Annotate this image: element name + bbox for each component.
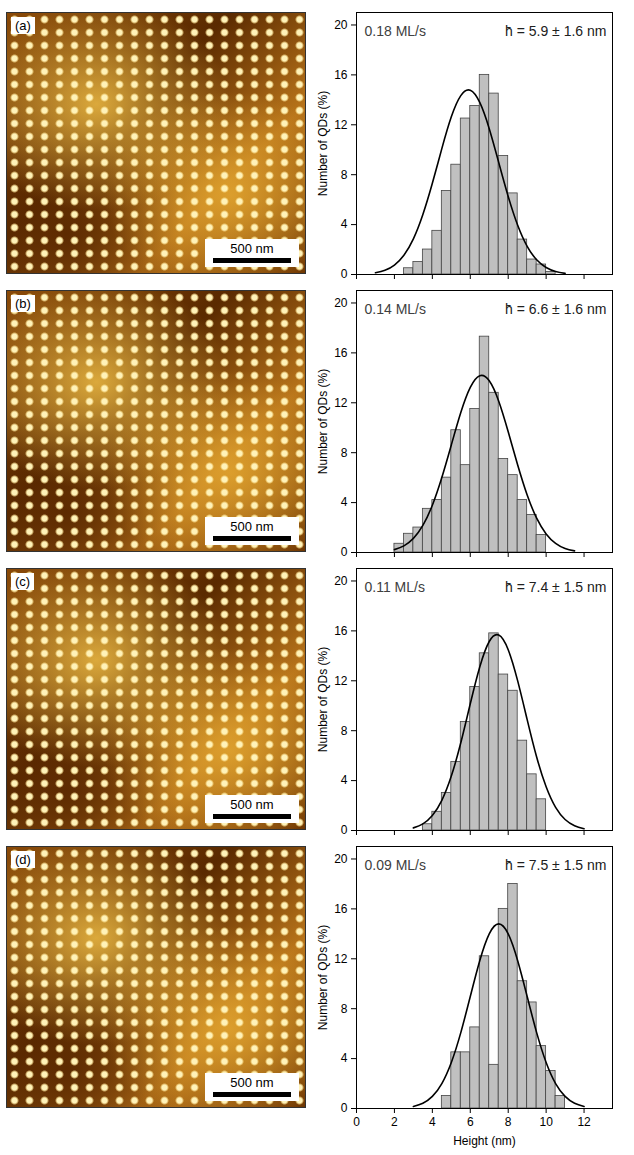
svg-text:Number of QDs (%): Number of QDs (%) (316, 369, 330, 474)
svg-text:0.18 ML/s: 0.18 ML/s (365, 23, 426, 39)
svg-text:4: 4 (341, 495, 348, 509)
svg-text:8: 8 (341, 1002, 348, 1016)
svg-text:0.09 ML/s: 0.09 ML/s (365, 857, 426, 873)
html-text:(c): (c) (15, 574, 31, 589)
svg-text:20: 20 (334, 296, 348, 310)
svg-text:12: 12 (334, 952, 348, 966)
svg-text:Number of QDs (%): Number of QDs (%) (316, 925, 330, 1030)
svg-text:0: 0 (341, 823, 348, 837)
svg-text:8: 8 (341, 724, 348, 738)
svg-text:0.11 ML/s: 0.11 ML/s (365, 579, 425, 595)
svg-text:2: 2 (391, 1115, 398, 1129)
html-text:(d): (d) (15, 852, 31, 867)
svg-text:12: 12 (334, 396, 348, 410)
html-text:(a): (a) (15, 18, 31, 33)
svg-text:16: 16 (334, 902, 348, 916)
svg-text:Height (nm): Height (nm) (453, 1134, 516, 1148)
svg-text:0: 0 (341, 545, 348, 559)
html-text:500 nm: 500 nm (230, 797, 274, 812)
svg-text:Number of QDs (%): Number of QDs (%) (316, 647, 330, 752)
svg-text:12: 12 (334, 674, 348, 688)
svg-text:8: 8 (341, 446, 348, 460)
svg-text:20: 20 (334, 18, 348, 32)
svg-text:0: 0 (341, 267, 348, 281)
svg-text:4: 4 (341, 773, 348, 787)
svg-text:16: 16 (334, 68, 348, 82)
svg-text:4: 4 (429, 1115, 436, 1129)
html-text:500 nm: 500 nm (230, 1075, 274, 1090)
svg-text:10: 10 (539, 1115, 553, 1129)
svg-text:8: 8 (341, 168, 348, 182)
svg-text:4: 4 (341, 217, 348, 231)
svg-text:h̄ = 7.4 ± 1.5 nm: h̄ = 7.4 ± 1.5 nm (505, 579, 606, 595)
svg-text:0: 0 (353, 1115, 360, 1129)
svg-text:0: 0 (341, 1101, 348, 1115)
svg-text:16: 16 (334, 346, 348, 360)
svg-text:h̄ = 5.9 ± 1.6 nm: h̄ = 5.9 ± 1.6 nm (505, 23, 606, 39)
svg-text:16: 16 (334, 624, 348, 638)
svg-text:20: 20 (334, 852, 348, 866)
svg-text:12: 12 (577, 1115, 591, 1129)
svg-text:Number of QDs (%): Number of QDs (%) (316, 91, 330, 196)
svg-text:8: 8 (505, 1115, 512, 1129)
html-text:(b): (b) (15, 296, 31, 311)
svg-text:0.14 ML/s: 0.14 ML/s (365, 301, 426, 317)
svg-text:12: 12 (334, 118, 348, 132)
html-text:500 nm: 500 nm (230, 241, 274, 256)
svg-text:h̄ = 6.6 ± 1.6 nm: h̄ = 6.6 ± 1.6 nm (505, 301, 606, 317)
html-text:500 nm: 500 nm (230, 519, 274, 534)
svg-text:6: 6 (467, 1115, 474, 1129)
svg-text:h̄ = 7.5 ± 1.5 nm: h̄ = 7.5 ± 1.5 nm (505, 857, 606, 873)
svg-text:20: 20 (334, 574, 348, 588)
svg-text:4: 4 (341, 1051, 348, 1065)
